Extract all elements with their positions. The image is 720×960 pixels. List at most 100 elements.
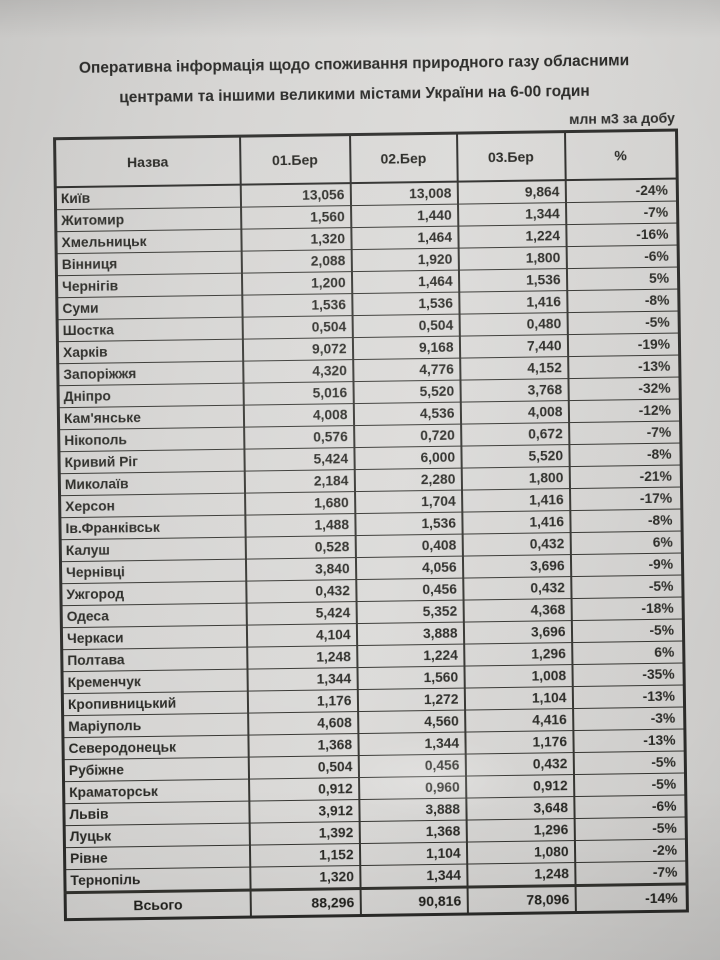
total-value-03-cell: 78,096 bbox=[467, 885, 576, 915]
value-03-cell: 1,800 bbox=[458, 246, 567, 271]
city-name-cell: Нікополь bbox=[58, 427, 244, 452]
value-02-cell: 1,920 bbox=[351, 248, 459, 272]
city-name-cell: Дніпро bbox=[58, 383, 244, 408]
city-name-cell: Чернівці bbox=[60, 559, 246, 584]
value-01-cell: 1,368 bbox=[247, 733, 359, 758]
value-02-cell: 1,272 bbox=[357, 688, 465, 712]
column-header-03-ber: 03.Бер bbox=[456, 131, 566, 182]
column-header-01-ber: 01.Бер bbox=[239, 134, 351, 185]
value-03-cell: 1,416 bbox=[461, 510, 571, 535]
city-name-cell: Миколаїв bbox=[59, 471, 245, 496]
city-name-cell: Житомир bbox=[55, 207, 241, 232]
total-label-cell: Всього bbox=[65, 890, 251, 920]
value-03-cell: 1,344 bbox=[457, 202, 566, 227]
total-value-02-cell: 90,816 bbox=[360, 887, 468, 916]
percent-cell: -6% bbox=[573, 794, 687, 819]
percent-cell: -16% bbox=[565, 223, 679, 247]
city-name-cell: Черкаси bbox=[61, 625, 247, 650]
document-content: Оперативна інформація щодо споживання пр… bbox=[53, 52, 689, 922]
column-header-name: Назва bbox=[54, 136, 241, 188]
value-03-cell: 5,520 bbox=[460, 444, 570, 469]
value-01-cell: 1,320 bbox=[249, 865, 361, 891]
value-03-cell: 1,416 bbox=[461, 488, 570, 513]
percent-cell: 6% bbox=[571, 640, 684, 665]
value-03-cell: 3,696 bbox=[463, 620, 572, 645]
value-02-cell: 1,344 bbox=[359, 864, 468, 889]
table-header-row: Назва 01.Бер 02.Бер 03.Бер % bbox=[54, 130, 678, 188]
city-name-cell: Ів.Франківськ bbox=[59, 515, 246, 540]
value-03-cell: 0,672 bbox=[460, 422, 569, 447]
value-01-cell: 1,152 bbox=[249, 843, 360, 868]
value-01-cell: 0,912 bbox=[248, 777, 359, 802]
value-01-cell: 13,056 bbox=[240, 183, 351, 208]
city-name-cell: Кременчук bbox=[62, 669, 248, 694]
city-name-cell: Северодонецьк bbox=[62, 735, 249, 760]
value-03-cell: 1,296 bbox=[463, 642, 572, 667]
city-name-cell: Вінниця bbox=[56, 251, 242, 276]
total-percent-cell: -14% bbox=[575, 883, 688, 913]
value-02-cell: 4,536 bbox=[353, 402, 461, 426]
value-01-cell: 0,576 bbox=[243, 425, 354, 450]
value-01-cell: 0,432 bbox=[245, 579, 357, 604]
value-01-cell: 5,424 bbox=[243, 447, 355, 472]
value-03-cell: 0,912 bbox=[465, 774, 574, 799]
city-name-cell: Суми bbox=[56, 295, 243, 320]
table-body: Київ 13,056 13,008 9,864 -24% Житомир 1,560 1,4… bbox=[55, 178, 688, 893]
city-name-cell: Калуш bbox=[60, 537, 246, 562]
value-01-cell: 0,504 bbox=[242, 315, 353, 340]
value-01-cell: 1,176 bbox=[247, 689, 358, 714]
value-02-cell: 1,464 bbox=[351, 270, 459, 294]
value-02-cell: 4,560 bbox=[357, 710, 465, 734]
city-name-cell: Кам'янське bbox=[58, 405, 244, 430]
value-02-cell: 1,440 bbox=[350, 204, 458, 228]
value-03-cell: 4,008 bbox=[460, 400, 569, 425]
value-01-cell: 1,680 bbox=[244, 491, 355, 516]
value-02-cell: 1,536 bbox=[354, 512, 463, 536]
value-02-cell: 1,104 bbox=[359, 842, 467, 866]
percent-cell: -5% bbox=[567, 311, 680, 335]
value-01-cell: 4,320 bbox=[242, 359, 353, 384]
value-01-cell: 9,072 bbox=[242, 337, 353, 362]
value-02-cell: 6,000 bbox=[353, 446, 462, 470]
percent-cell: -5% bbox=[574, 816, 687, 841]
value-03-cell: 4,152 bbox=[459, 356, 568, 381]
value-03-cell: 4,368 bbox=[463, 598, 572, 623]
value-02-cell: 5,520 bbox=[352, 380, 461, 404]
city-name-cell: Краматорськ bbox=[63, 779, 249, 804]
percent-cell: -5% bbox=[570, 575, 684, 599]
percent-cell: -13% bbox=[567, 355, 680, 379]
value-02-cell: 3,888 bbox=[356, 622, 464, 646]
value-03-cell: 1,536 bbox=[458, 268, 567, 293]
value-02-cell: 0,720 bbox=[353, 424, 461, 448]
value-01-cell: 0,504 bbox=[248, 755, 359, 780]
value-01-cell: 1,536 bbox=[241, 293, 353, 318]
value-02-cell: 1,536 bbox=[351, 292, 460, 316]
value-02-cell: 1,368 bbox=[359, 820, 467, 844]
value-01-cell: 1,200 bbox=[241, 271, 352, 296]
city-name-cell: Кривий Ріг bbox=[58, 449, 245, 474]
value-03-cell: 0,480 bbox=[459, 312, 568, 337]
city-name-cell: Запоріжжя bbox=[57, 361, 243, 386]
value-03-cell: 1,248 bbox=[466, 862, 576, 888]
value-03-cell: 0,432 bbox=[465, 752, 574, 777]
value-03-cell: 1,224 bbox=[457, 224, 567, 249]
percent-cell: -35% bbox=[571, 662, 685, 687]
city-name-cell: Рубіжне bbox=[63, 757, 249, 782]
percent-cell: -9% bbox=[570, 553, 683, 577]
percent-cell: -7% bbox=[568, 421, 681, 445]
value-01-cell: 1,392 bbox=[249, 821, 360, 846]
value-02-cell: 4,776 bbox=[352, 358, 460, 382]
percent-cell: -2% bbox=[574, 838, 687, 863]
value-02-cell: 3,888 bbox=[358, 798, 467, 822]
value-03-cell: 1,800 bbox=[461, 466, 570, 491]
city-name-cell: Київ bbox=[55, 184, 241, 210]
city-name-cell: Луцьк bbox=[64, 823, 250, 848]
percent-cell: -18% bbox=[571, 597, 684, 621]
percent-cell: -12% bbox=[568, 399, 681, 423]
percent-cell: -19% bbox=[567, 333, 680, 357]
city-name-cell: Шостка bbox=[57, 317, 243, 342]
value-02-cell: 0,960 bbox=[358, 776, 466, 800]
value-03-cell: 1,008 bbox=[463, 664, 573, 689]
city-name-cell: Львів bbox=[63, 801, 250, 826]
